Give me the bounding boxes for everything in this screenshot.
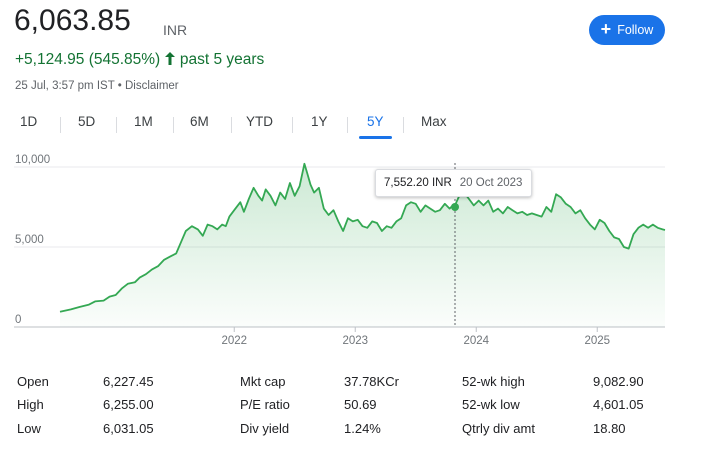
change-value: +5,124.95 (545.85%) [15, 51, 161, 68]
arrow-up-icon [164, 52, 175, 65]
chart-tooltip: 7,552.20 INR 20 Oct 2023 [375, 169, 532, 197]
follow-button[interactable]: + Follow [589, 15, 665, 45]
tab-5y[interactable]: 5Y [367, 114, 384, 129]
plus-icon: + [600, 19, 612, 39]
stat-value: 37.78KCr [344, 374, 399, 389]
price-change: +5,124.95 (545.85%) past 5 years [15, 51, 264, 69]
y-tick-label: 0 [15, 314, 21, 326]
stat-label: 52-wk low [462, 397, 520, 412]
price-area [60, 163, 665, 327]
stat-value: 6,255.00 [103, 397, 154, 412]
price-chart[interactable]: 10,000 5,000 0 2022 2023 2024 2025 [0, 140, 701, 345]
x-tick-label: 2022 [221, 335, 247, 345]
x-tick-label: 2023 [342, 335, 368, 345]
tab-1d[interactable]: 1D [20, 114, 38, 129]
bullet-separator: • [117, 80, 122, 92]
tab-max[interactable]: Max [421, 114, 447, 129]
tab-6m[interactable]: 6M [190, 114, 209, 129]
hover-point [451, 203, 459, 211]
y-tick-label: 10,000 [15, 154, 50, 166]
tooltip-value: 7,552.20 INR [384, 177, 452, 189]
timestamp-line: 25 Jul, 3:57 pm IST • Disclaimer [15, 80, 179, 92]
timestamp: 25 Jul, 3:57 pm IST [15, 80, 115, 92]
tooltip-date: 20 Oct 2023 [459, 177, 523, 189]
tab-divider [60, 117, 61, 133]
stat-label: Low [17, 421, 41, 436]
stat-value: 6,227.45 [103, 374, 154, 389]
currency-label: INR [163, 22, 188, 38]
stat-label: High [17, 397, 44, 412]
tab-5d[interactable]: 5D [78, 114, 96, 129]
tab-divider [403, 117, 404, 133]
stock-price: 6,063.85 [14, 4, 131, 37]
stat-label: 52-wk high [462, 374, 525, 389]
stat-value: 9,082.90 [593, 374, 644, 389]
disclaimer-link[interactable]: Disclaimer [124, 80, 179, 92]
stat-value: 4,601.05 [593, 397, 644, 412]
stat-value: 6,031.05 [103, 421, 154, 436]
x-tick-label: 2025 [584, 335, 610, 345]
tab-ytd[interactable]: YTD [246, 114, 273, 129]
tab-divider [292, 117, 293, 133]
active-tab-indicator [359, 136, 392, 139]
stat-value: 18.80 [593, 421, 626, 436]
stat-label: P/E ratio [240, 397, 290, 412]
x-tick-label: 2024 [463, 335, 489, 345]
tab-1y[interactable]: 1Y [311, 114, 328, 129]
stat-value: 1.24% [344, 421, 381, 436]
tab-divider [173, 117, 174, 133]
change-period: past 5 years [179, 51, 265, 68]
stat-label: Qtrly div amt [462, 421, 535, 436]
stat-value: 50.69 [344, 397, 377, 412]
y-tick-label: 5,000 [15, 234, 44, 246]
stat-label: Mkt cap [240, 374, 286, 389]
tab-divider [231, 117, 232, 133]
range-tabs: 1D 5D 1M 6M YTD 1Y 5Y Max [0, 114, 701, 139]
follow-label: Follow [617, 23, 654, 37]
tab-divider [116, 117, 117, 133]
tab-divider [347, 117, 348, 133]
tab-1m[interactable]: 1M [134, 114, 153, 129]
price-line [59, 162, 666, 313]
stat-label: Open [17, 374, 49, 389]
stat-label: Div yield [240, 421, 290, 436]
